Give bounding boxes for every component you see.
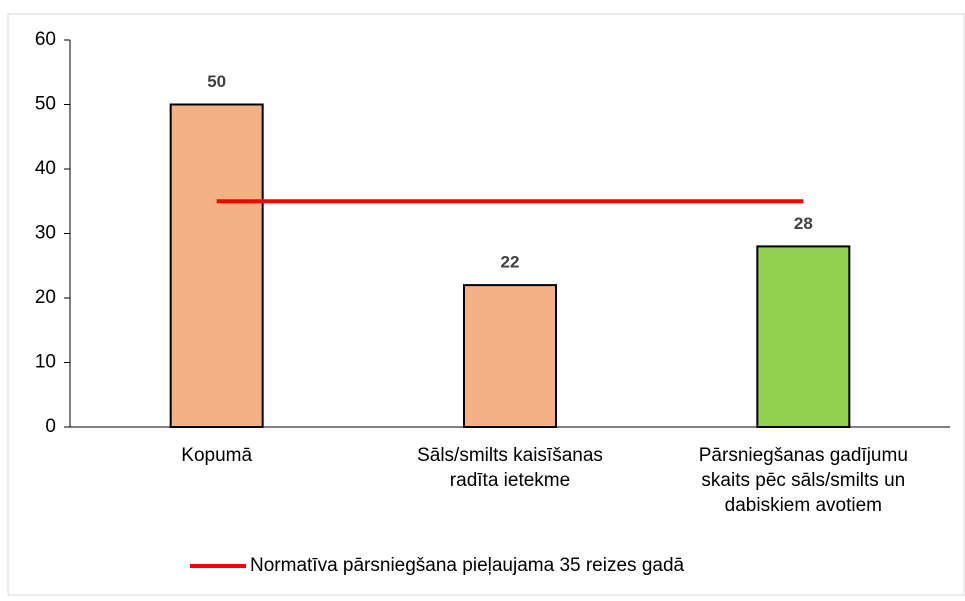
y-tick-label: 30 xyxy=(35,223,56,244)
y-tick-label: 0 xyxy=(45,416,56,437)
y-tick-label: 40 xyxy=(35,158,56,179)
y-tick-label: 60 xyxy=(35,29,56,50)
legend-label: Normatīva pārsniegšana pieļaujama 35 rei… xyxy=(250,555,685,576)
x-tick-label: Sāls/smilts kaisīšanas radīta ietekme xyxy=(417,445,603,491)
x-tick-label: Kopumā xyxy=(181,445,252,466)
y-tick-label: 10 xyxy=(35,352,56,373)
value-label: 22 xyxy=(501,253,520,272)
y-tick-label: 50 xyxy=(35,94,56,115)
x-tick-label: Pārsniegšanas gadījumu skaits pēc sāls/sm… xyxy=(699,445,908,516)
bar xyxy=(463,284,557,428)
bar xyxy=(756,245,851,428)
value-label: 50 xyxy=(207,72,226,91)
bar xyxy=(169,103,264,428)
y-tick-label: 20 xyxy=(35,287,56,308)
value-label: 28 xyxy=(794,214,813,233)
